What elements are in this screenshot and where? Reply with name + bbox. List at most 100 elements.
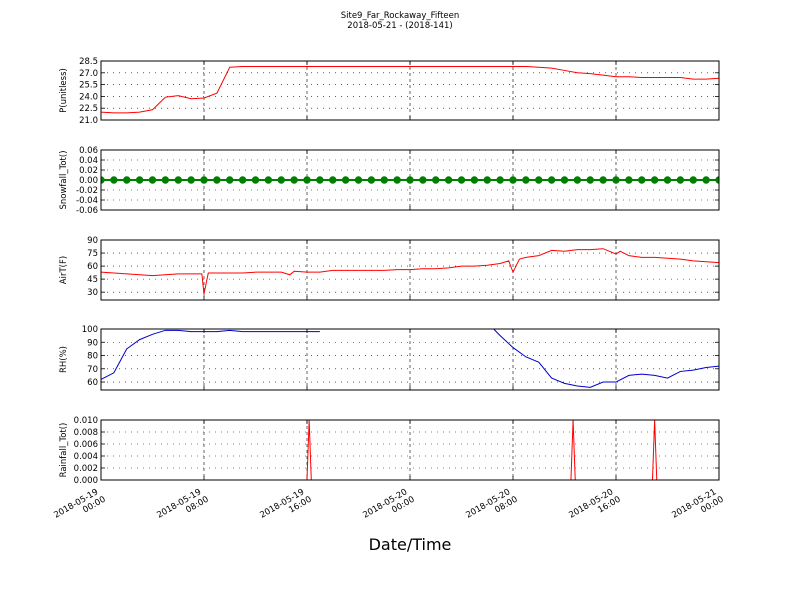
axes-frame: [100, 328, 720, 391]
line: [101, 66, 719, 114]
axes-frame: [100, 60, 720, 121]
y-tick-label: 0.000: [74, 476, 98, 486]
line: [101, 420, 719, 480]
marker: [457, 176, 466, 184]
y-tick-label: 0.02: [79, 166, 98, 176]
marker: [406, 176, 414, 184]
x-tick-label: 2018-05-19 16:00: [258, 486, 313, 529]
marker: [226, 176, 234, 184]
marker: [200, 176, 208, 184]
axes-frame: [100, 239, 720, 301]
y-tick-label: 90: [87, 236, 98, 246]
marker: [135, 176, 144, 184]
marker: [599, 176, 607, 184]
y-tick-label: 45: [87, 275, 98, 285]
series: [101, 176, 719, 184]
y-tick-label: 0.00: [79, 176, 98, 186]
y-axis-label: Snowfall_Tot(): [59, 150, 69, 209]
y-tick-label: 0.006: [74, 440, 98, 450]
chart-title: Site9_Far_Rockaway_Fifteen: [341, 11, 460, 21]
marker: [612, 176, 620, 184]
y-tick-label: 70: [87, 365, 98, 375]
y-axis-label: P(unitless): [59, 68, 69, 113]
x-tick-label: 2018-05-20 16:00: [567, 486, 622, 529]
marker: [483, 176, 491, 184]
marker: [676, 176, 685, 184]
marker: [560, 176, 569, 184]
marker: [316, 176, 324, 184]
marker: [238, 176, 247, 184]
axes-frame: [100, 419, 720, 481]
y-axis-label: RH(%): [59, 346, 69, 373]
marker: [689, 176, 697, 184]
marker: [174, 176, 182, 184]
y-tick-label: 60: [87, 262, 98, 272]
marker: [393, 176, 401, 184]
marker: [496, 176, 504, 184]
marker: [509, 176, 517, 184]
y-tick-label: 30: [87, 288, 98, 298]
y-tick-label: 21.0: [79, 116, 98, 126]
chart-subtitle: 2018-05-21 - (2018-141): [347, 21, 452, 31]
x-tick-label: 2018-05-20 00:00: [361, 486, 416, 529]
y-tick-label: 27.0: [79, 69, 98, 79]
marker: [213, 176, 221, 184]
marker: [380, 176, 388, 184]
y-tick-label: 60: [87, 378, 98, 388]
marker: [329, 176, 337, 184]
marker: [148, 176, 157, 184]
marker: [522, 176, 530, 184]
y-axis-label: Rainfall_Tot(): [59, 423, 69, 478]
marker: [625, 176, 633, 184]
y-tick-label: 24.0: [79, 92, 98, 102]
marker: [702, 176, 710, 184]
series: [101, 248, 719, 295]
line: [101, 329, 719, 388]
marker: [573, 176, 582, 184]
y-tick-label: 75: [87, 249, 98, 259]
marker: [432, 176, 440, 184]
x-tick-label: 2018-05-19 00:00: [52, 486, 107, 529]
marker: [187, 176, 195, 184]
marker: [650, 176, 659, 184]
marker: [251, 176, 260, 184]
y-tick-label: 25.5: [79, 81, 98, 91]
x-tick-label: 2018-05-21 00:00: [670, 486, 725, 529]
marker: [161, 176, 170, 184]
marker: [470, 176, 479, 184]
x-axis-label: Date/Time: [369, 535, 452, 554]
y-axis-label: AirT(F): [59, 256, 69, 284]
marker: [123, 176, 131, 184]
marker: [367, 176, 376, 184]
marker: [547, 176, 556, 184]
y-tick-label: 0.008: [74, 428, 98, 438]
y-tick-label: -0.02: [76, 186, 98, 196]
marker: [341, 176, 350, 184]
y-tick-label: -0.06: [76, 206, 98, 216]
line: [101, 248, 719, 295]
marker: [277, 176, 285, 184]
y-tick-label: 100: [82, 325, 98, 335]
marker: [354, 176, 363, 184]
marker: [535, 176, 543, 184]
marker: [638, 176, 646, 184]
marker: [444, 176, 453, 184]
series: [101, 420, 719, 480]
y-tick-label: 0.002: [74, 464, 98, 474]
marker: [264, 176, 273, 184]
y-tick-label: 0.04: [79, 156, 98, 166]
x-tick-label: 2018-05-19 08:00: [155, 486, 210, 529]
y-tick-label: 0.06: [79, 146, 98, 156]
marker: [110, 176, 118, 184]
y-tick-label: 90: [87, 338, 98, 348]
y-tick-label: 28.5: [79, 57, 98, 67]
series: [101, 66, 719, 114]
marker: [290, 176, 298, 184]
y-tick-label: 0.010: [74, 416, 98, 426]
marker: [663, 176, 672, 184]
y-tick-label: 80: [87, 352, 98, 362]
y-tick-label: -0.04: [76, 196, 98, 206]
marker: [303, 176, 311, 184]
x-tick-label: 2018-05-20 08:00: [464, 486, 519, 529]
